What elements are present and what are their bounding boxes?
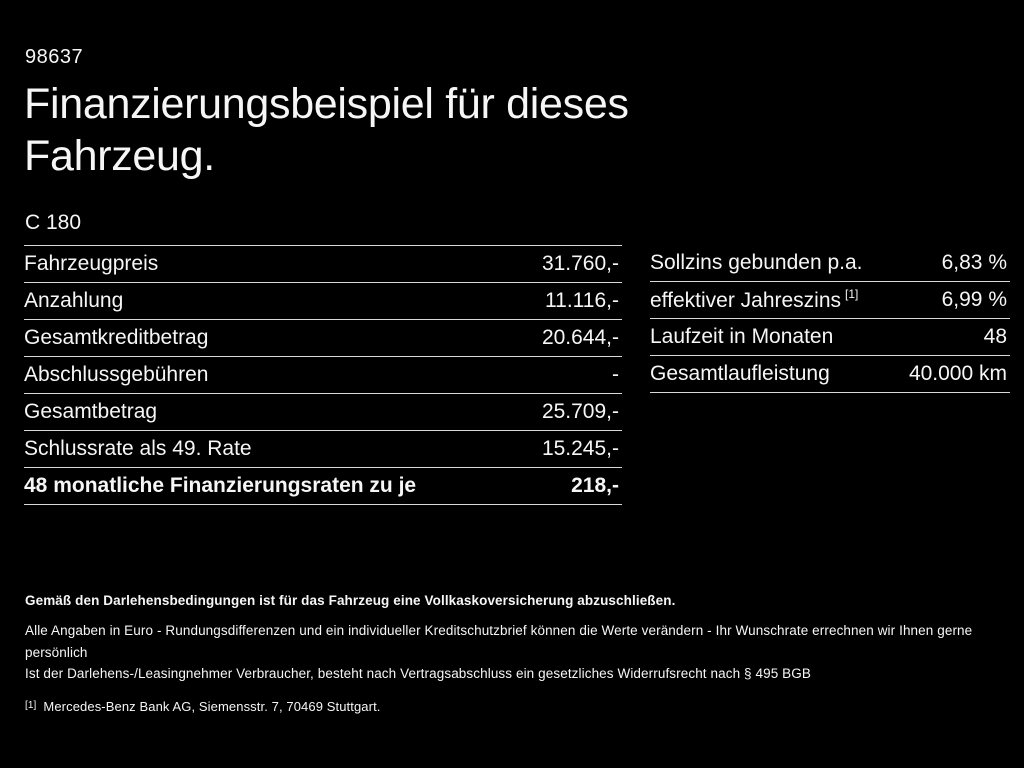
row-label: Laufzeit in Monaten [650, 325, 834, 348]
conditions-table: Sollzins gebunden p.a. 6,83 % effektiver… [650, 245, 1010, 393]
table-row-fahrzeugpreis: Fahrzeugpreis 31.760,- [24, 246, 622, 283]
row-label: Schlussrate als 49. Rate [24, 437, 252, 460]
row-value: 31.760,- [541, 252, 619, 275]
row-label: Fahrzeugpreis [24, 252, 159, 275]
row-value: 11.116,- [545, 289, 619, 312]
row-label: Anzahlung [24, 289, 124, 312]
row-value: 6,99 % [941, 288, 1007, 311]
table-row-sollzins: Sollzins gebunden p.a. 6,83 % [650, 245, 1010, 282]
table-row-schlussrate: Schlussrate als 49. Rate 15.245,- [24, 431, 622, 468]
row-value: 15.245,- [541, 437, 619, 460]
table-row-laufzeit: Laufzeit in Monaten 48 [650, 319, 1010, 356]
footnote-text: Mercedes-Benz Bank AG, Siemensstr. 7, 70… [43, 698, 381, 714]
row-label: Abschlussgebühren [24, 363, 209, 386]
row-value: 218,- [571, 474, 619, 497]
offer-number: 98637 [25, 46, 84, 68]
legal-footer: Gemäß den Darlehensbedingungen ist für d… [25, 594, 1000, 719]
row-label: Gesamtbetrag [24, 400, 158, 423]
footnote-reference: [1] [845, 286, 859, 301]
row-label-text: effektiver Jahreszins [650, 288, 842, 312]
footnote: [1] Mercedes-Benz Bank AG, Siemensstr. 7,… [25, 696, 1000, 720]
row-value: 20.644,- [541, 326, 619, 349]
row-value: 48 [983, 325, 1007, 348]
row-label: 48 monatliche Finanzierungsraten zu je [24, 474, 417, 497]
table-row-abschlussgebuehren: Abschlussgebühren - [24, 357, 622, 394]
row-value: - [612, 363, 619, 386]
row-label: effektiver Jahreszins [1] [650, 286, 859, 313]
table-row-gesamtbetrag: Gesamtbetrag 25.709,- [24, 394, 622, 431]
row-label: Gesamtkreditbetrag [24, 326, 209, 349]
table-row-monatliche-raten: 48 monatliche Finanzierungsraten zu je 2… [24, 468, 622, 505]
financing-details-table: Fahrzeugpreis 31.760,- Anzahlung 11.116,… [24, 245, 622, 505]
disclaimer-line-2: Ist der Darlehens-/Leasingnehmer Verbrau… [25, 666, 811, 681]
table-row-gesamtlaufleistung: Gesamtlaufleistung 40.000 km [650, 356, 1010, 393]
row-label: Sollzins gebunden p.a. [650, 251, 863, 274]
insurance-note: Gemäß den Darlehensbedingungen ist für d… [25, 593, 676, 608]
row-value: 6,83 % [941, 251, 1007, 274]
disclaimer-line-1: Alle Angaben in Euro - Rundungsdifferenz… [25, 623, 973, 660]
footnote-marker: [1] [25, 699, 37, 711]
row-value: 25.709,- [541, 400, 619, 423]
page-title: Finanzierungsbeispiel für dieses Fahrzeu… [24, 80, 629, 180]
row-label: Gesamtlaufleistung [650, 362, 830, 385]
table-row-anzahlung: Anzahlung 11.116,- [24, 283, 622, 320]
table-row-effektiver-jahreszins: effektiver Jahreszins [1] 6,99 % [650, 282, 1010, 319]
table-row-gesamtkreditbetrag: Gesamtkreditbetrag 20.644,- [24, 320, 622, 357]
row-value: 40.000 km [908, 362, 1007, 385]
vehicle-model: C 180 [25, 211, 82, 234]
